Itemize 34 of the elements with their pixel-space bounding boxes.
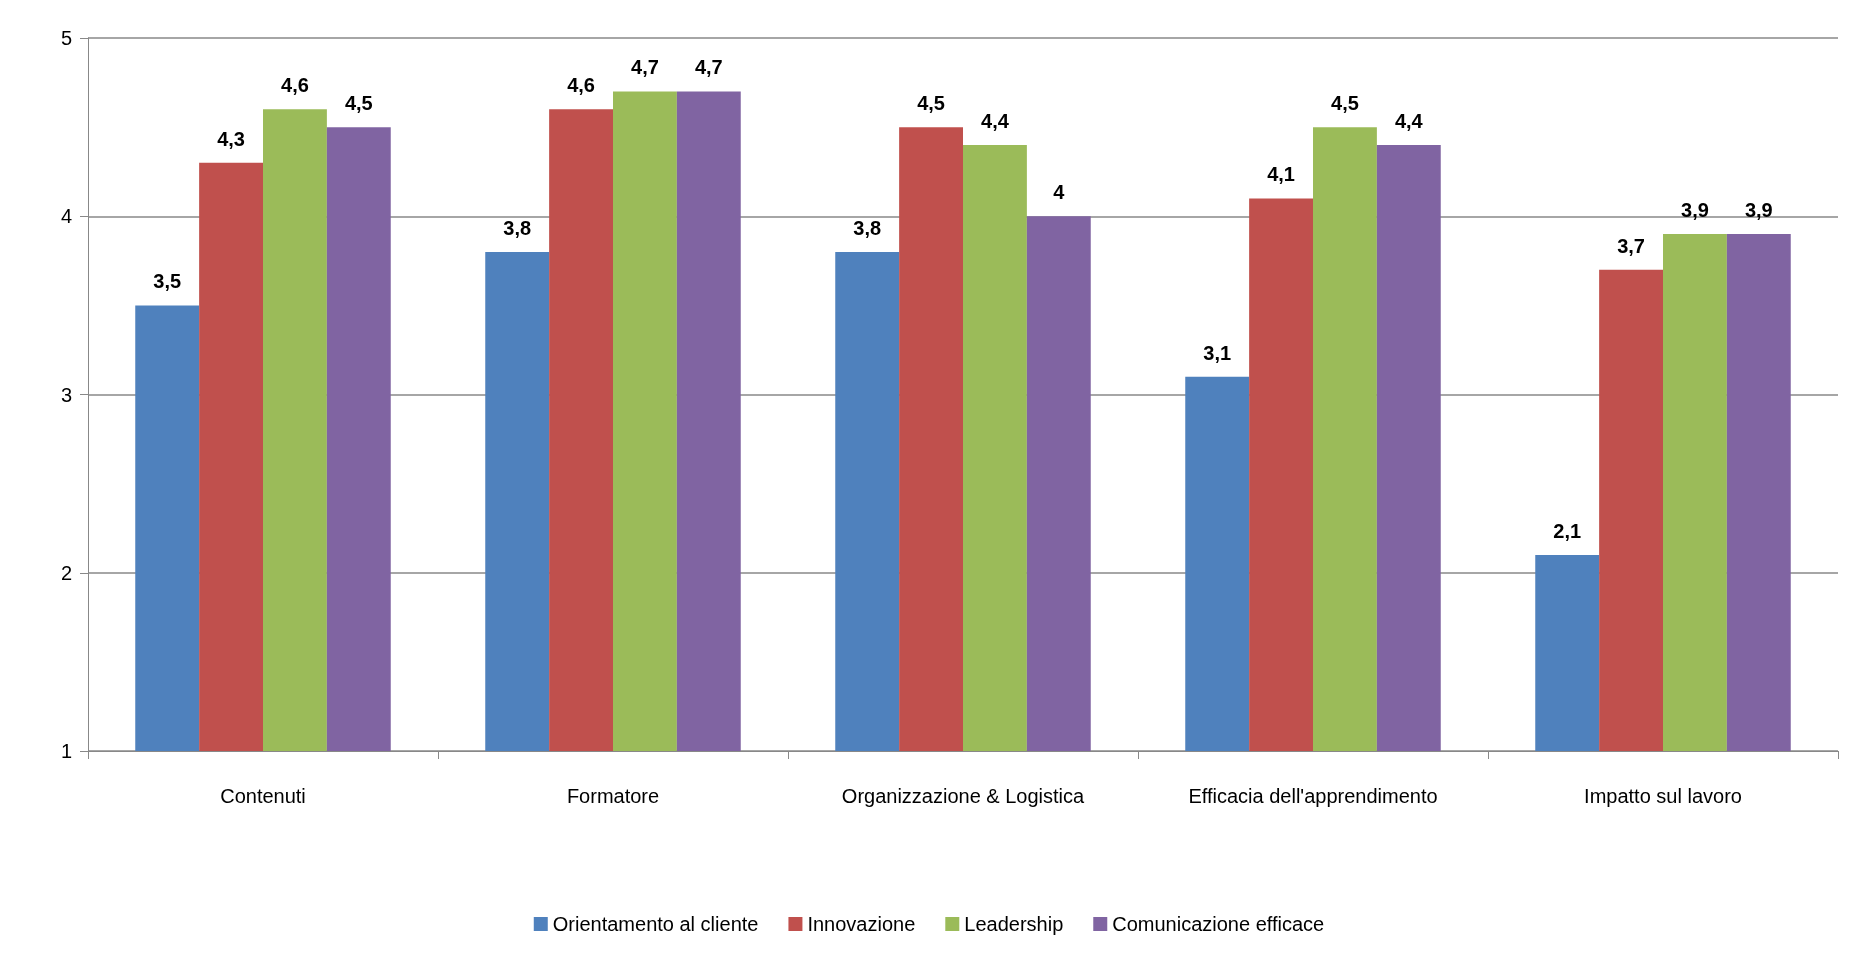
x-tick-label: Formatore [566,785,660,807]
data-label: 4,6 [281,74,309,97]
data-label: 4,3 [217,127,245,150]
data-label: 3,8 [853,216,882,239]
x-tick-label: Efficacia dell'apprendimento [1188,785,1438,807]
data-label: 4 [1053,181,1066,204]
data-label: 3,7 [1617,234,1645,257]
data-label: 2,1 [1553,519,1582,542]
data-label: 4,5 [1331,92,1359,115]
data-label: 4,4 [1394,109,1424,132]
y-tick-label: 1 [60,740,72,762]
legend-label: Leadership [964,913,1064,935]
y-tick-label: 5 [60,27,72,49]
x-tick-label: Organizzazione & Logistica [841,785,1086,807]
data-label: 3,5 [153,270,182,293]
data-label: 4,1 [1267,163,1295,186]
data-label: 4,5 [917,92,945,115]
x-tick-label: Contenuti [220,785,306,807]
data-label: 4,7 [631,56,659,79]
data-label: 3,8 [503,216,532,239]
data-label: 4,4 [981,109,1010,132]
y-tick-label: 3 [60,383,72,406]
legend-label: Innovazione [807,913,916,935]
legend-label: Comunicazione efficace [1112,913,1325,935]
y-tick-label: 2 [60,561,72,584]
data-label: 3,9 [1744,199,1773,222]
data-label: 4,5 [344,92,373,115]
x-tick-label: Impatto sul lavoro [1584,785,1742,807]
data-label: 4,7 [694,56,723,79]
y-tick-label: 4 [60,205,72,228]
data-label: 4,6 [567,74,595,97]
legend-label: Orientamento al cliente [552,913,759,935]
data-label: 3,1 [1203,341,1232,364]
data-label: 3,9 [1681,199,1709,222]
